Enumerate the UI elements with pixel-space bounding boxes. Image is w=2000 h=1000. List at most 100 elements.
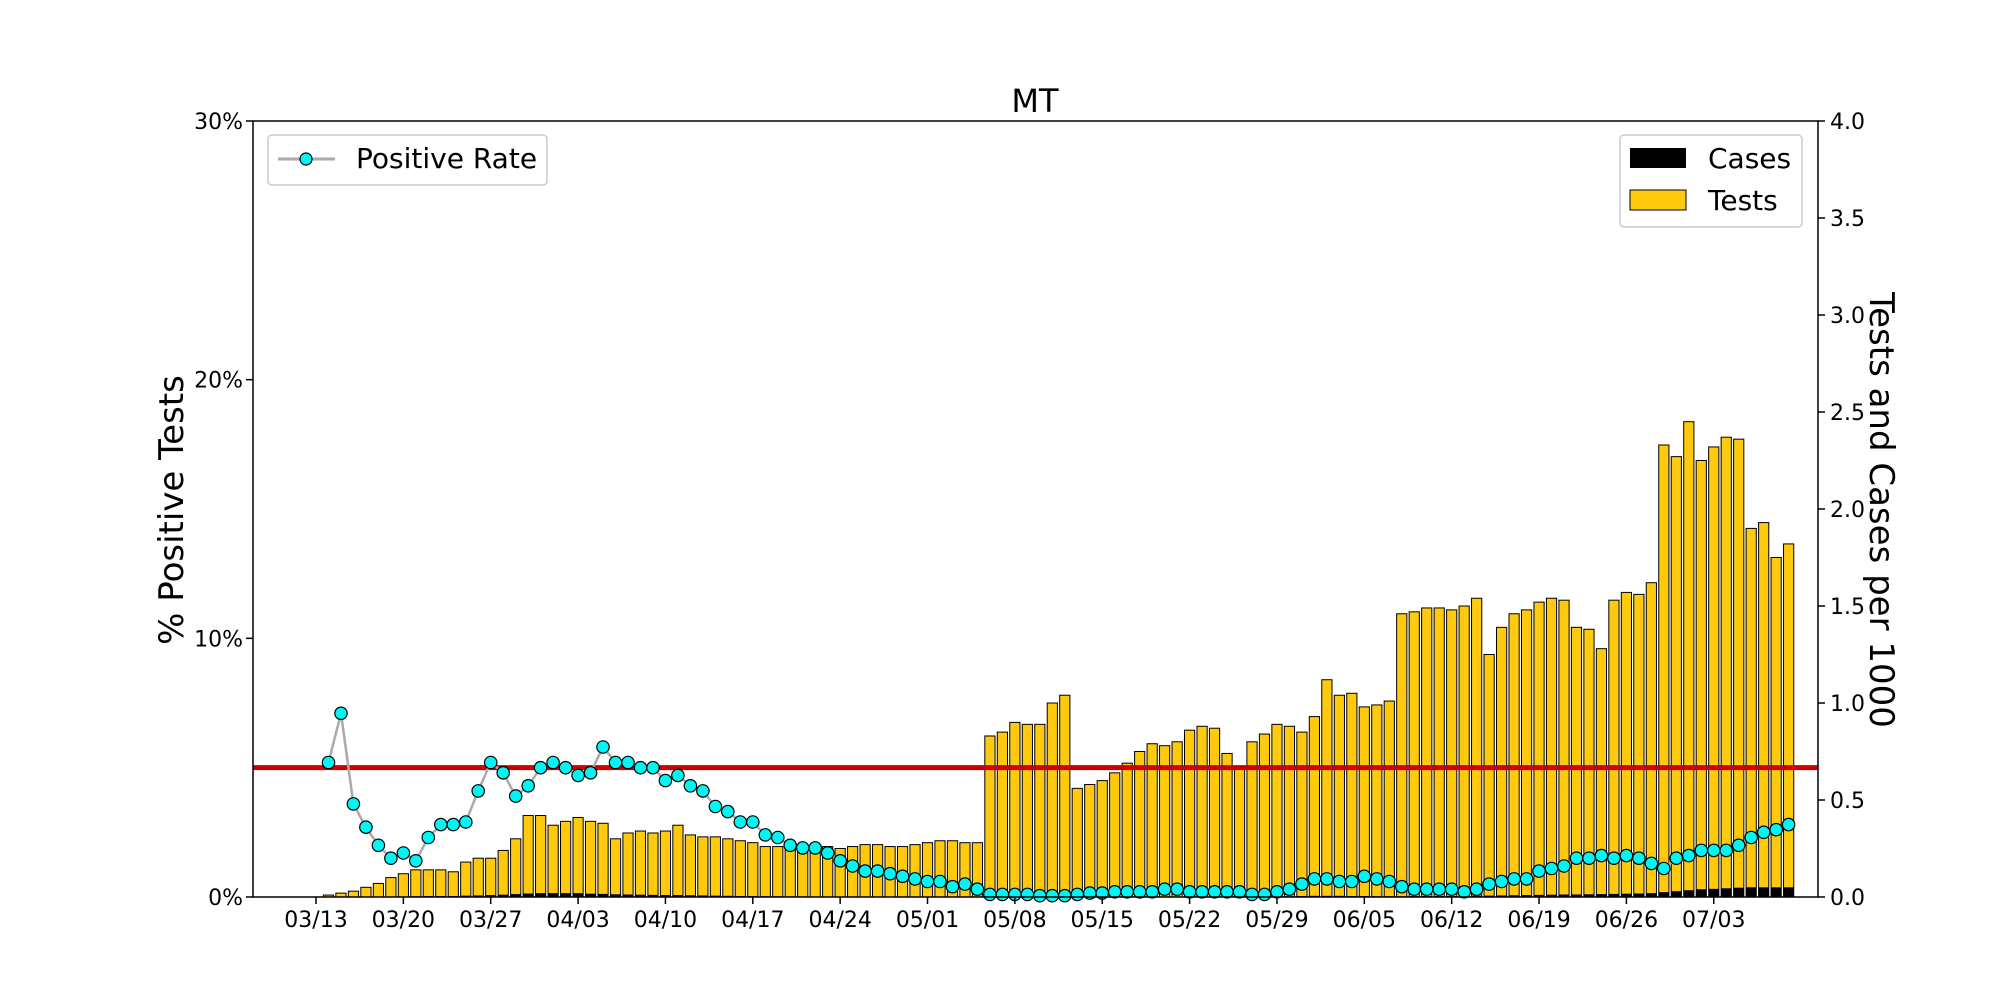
- cases-bar: [1571, 894, 1582, 897]
- tests-bar: [996, 731, 1008, 898]
- tests-bar: [772, 846, 784, 898]
- tests-bar: [1496, 626, 1508, 898]
- tests-bar: [659, 830, 672, 898]
- positive-rate-point: [1295, 877, 1309, 891]
- tests-bar: [1758, 522, 1770, 898]
- cases-bar: [485, 895, 496, 897]
- positive-rate-point: [421, 830, 436, 845]
- date-tick-label: 05/22: [1158, 908, 1221, 933]
- positive-rate-point: [1245, 887, 1259, 902]
- positive-rate-point: [1345, 874, 1359, 889]
- positive-rate-point: [1320, 872, 1334, 886]
- tests-bar: [1533, 601, 1545, 898]
- cases-bar: [622, 894, 634, 897]
- tests-bar: [1358, 706, 1370, 898]
- tests-bar: [460, 861, 472, 898]
- positive-rate-point: [433, 817, 448, 832]
- cases-bar: [1621, 893, 1632, 897]
- positive-rate-point: [1332, 874, 1347, 889]
- cases-bar: [535, 893, 546, 897]
- tests-bar: [1296, 731, 1308, 898]
- cases-bar: [1671, 891, 1682, 897]
- positive-rate-point: [1270, 884, 1284, 899]
- tests-bar: [410, 869, 422, 898]
- positive-rate-point: [471, 784, 485, 798]
- legend-right: Cases Tests: [1619, 134, 1803, 228]
- date-tick-label: 03/13: [284, 908, 347, 933]
- right-tick-label: 1.5: [1830, 595, 1865, 620]
- tests-bar: [1196, 725, 1208, 898]
- positive-rate-point: [458, 815, 473, 829]
- positive-rate-point: [384, 851, 398, 865]
- cases-bar: [1608, 893, 1620, 897]
- tests-bar: [1471, 597, 1483, 898]
- tests-bar: [497, 849, 509, 898]
- tests-bar: [672, 824, 684, 898]
- tests-bar: [1346, 692, 1358, 898]
- cases-bar: [672, 895, 684, 897]
- positive-rate-point: [621, 755, 635, 770]
- tests-bar: [1483, 654, 1495, 898]
- cases-bar: [1771, 887, 1782, 897]
- positive-rate-point: [1482, 877, 1496, 891]
- positive-rate-point: [1669, 851, 1684, 865]
- tests-bar: [447, 871, 459, 898]
- tests-bar: [1545, 597, 1558, 898]
- positive-rate-point: [1756, 825, 1771, 840]
- positive-rate-point: [883, 866, 897, 881]
- legend-tests-swatch: [1629, 189, 1687, 211]
- right-tick-label: 0.5: [1830, 789, 1865, 814]
- positive-rate-point: [1419, 882, 1434, 896]
- positive-rate-point: [1632, 851, 1646, 865]
- chart-title: MT: [1011, 82, 1059, 120]
- positive-rate-point: [783, 838, 797, 853]
- positive-rate-point: [1444, 882, 1459, 896]
- tests-bar: [722, 838, 734, 898]
- tests-bar: [1783, 543, 1795, 898]
- left-tick-label: 10%: [194, 627, 243, 652]
- positive-rate-point: [1582, 851, 1596, 865]
- tests-bar: [1408, 611, 1420, 898]
- positive-rate-point: [1694, 843, 1709, 858]
- positive-rate-point: [508, 789, 523, 803]
- positive-rate-point: [1457, 884, 1471, 899]
- positive-rate-point: [596, 740, 610, 754]
- legend-tests-label: Tests: [1707, 184, 1778, 217]
- tests-bar: [1221, 752, 1233, 898]
- tests-bar: [1084, 783, 1096, 898]
- date-tick-label: 05/15: [1071, 908, 1134, 933]
- tests-bar: [397, 873, 409, 898]
- date-tick-label: 04/24: [808, 908, 871, 933]
- left-tick-label: 30%: [194, 110, 243, 135]
- rate-line-layer: [321, 706, 1796, 903]
- right-tick-label: 0.0: [1830, 886, 1865, 911]
- positive-rate-point: [1395, 879, 1409, 894]
- positive-rate-point: [1719, 843, 1733, 858]
- tests-bar: [1009, 721, 1021, 898]
- tests-bar: [572, 816, 584, 898]
- right-tick-label: 3.0: [1830, 304, 1865, 329]
- tests-bar: [347, 890, 360, 898]
- legend-rate-marker: [299, 152, 313, 166]
- positive-rate-point: [1020, 887, 1035, 902]
- tests-bar: [1071, 787, 1083, 898]
- positive-rate-point: [1382, 874, 1397, 889]
- cases-bar: [1783, 887, 1794, 897]
- legend-rate-label: Positive Rate: [356, 142, 537, 175]
- cases-bar: [585, 893, 596, 897]
- tests-bar: [1333, 694, 1345, 898]
- positive-rate-point: [646, 760, 660, 775]
- positive-rate-point: [770, 830, 785, 845]
- cases-bar: [1746, 887, 1757, 897]
- cases-bar: [1496, 895, 1507, 897]
- positive-rate-point: [521, 778, 535, 793]
- cases-bar: [510, 894, 521, 897]
- tests-bar: [1695, 460, 1707, 898]
- cases-bar: [1721, 888, 1732, 897]
- positive-rate-point: [1170, 882, 1184, 896]
- tests-bar: [485, 857, 497, 898]
- positive-rate-point: [1207, 884, 1222, 899]
- positive-rate-point: [359, 820, 373, 834]
- tests-bar: [372, 882, 384, 898]
- positive-rate-point: [1132, 884, 1147, 899]
